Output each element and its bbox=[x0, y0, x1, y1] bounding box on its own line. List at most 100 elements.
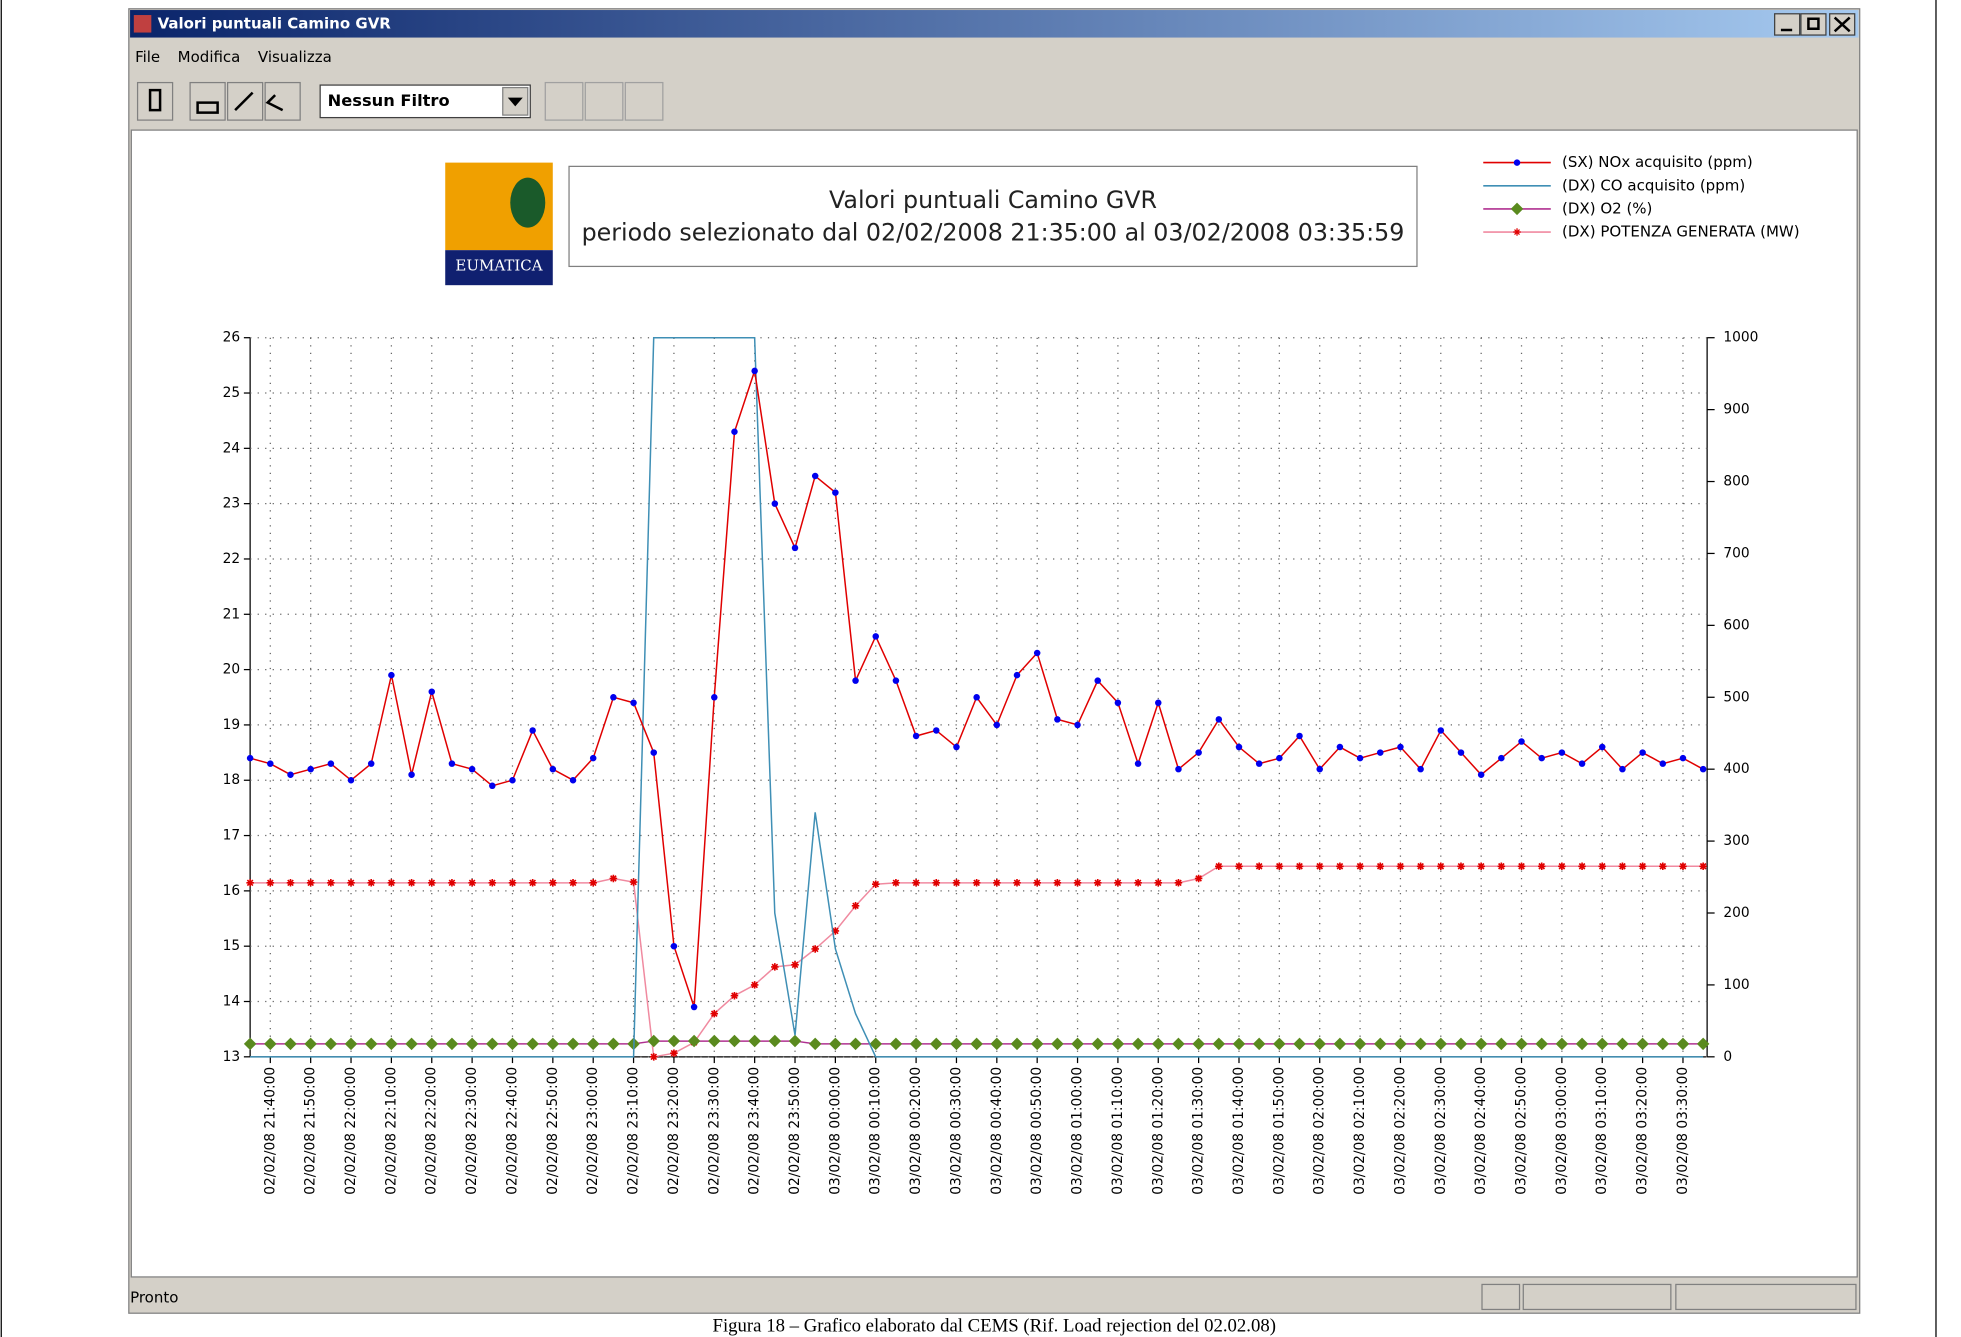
point bbox=[286, 879, 295, 887]
point bbox=[771, 963, 779, 971]
point bbox=[367, 760, 375, 767]
x-tick-label: 03/02/08 01:40:00 bbox=[1231, 1067, 1247, 1195]
point bbox=[1093, 879, 1102, 887]
point bbox=[771, 500, 779, 507]
legend-label: (DX) POTENZA GENERATA (MW) bbox=[1562, 223, 1800, 241]
status-bar bbox=[130, 1281, 1859, 1312]
legend-marker bbox=[1510, 202, 1524, 216]
x-tick-label: 02/02/08 22:50:00 bbox=[545, 1067, 561, 1195]
point bbox=[1195, 749, 1202, 756]
point bbox=[1659, 760, 1667, 767]
point bbox=[1295, 862, 1304, 871]
point bbox=[1498, 754, 1505, 762]
point bbox=[488, 879, 497, 887]
point bbox=[306, 879, 315, 887]
y2-tick-label: 800 bbox=[1723, 474, 1749, 490]
disabled-button bbox=[624, 81, 664, 121]
point bbox=[1497, 862, 1506, 871]
tool-button[interactable] bbox=[136, 81, 174, 121]
x-tick-label: 02/02/08 23:10:00 bbox=[626, 1067, 642, 1195]
point bbox=[1235, 743, 1243, 751]
point bbox=[509, 776, 516, 784]
series-line bbox=[250, 336, 1704, 1058]
x-tick-label: 03/02/08 02:40:00 bbox=[1473, 1067, 1489, 1195]
x-tick-label: 03/02/08 02:00:00 bbox=[1312, 1067, 1328, 1195]
x-tick-label: 03/02/08 03:00:00 bbox=[1554, 1067, 1570, 1195]
filter-dropdown[interactable] bbox=[319, 84, 531, 119]
point bbox=[1376, 862, 1385, 871]
point bbox=[1074, 721, 1081, 729]
window-title: Valori puntuali Camino GVR bbox=[158, 14, 392, 32]
point bbox=[711, 694, 718, 701]
y2-tick-label: 700 bbox=[1723, 545, 1749, 561]
app-icon bbox=[133, 15, 152, 33]
point bbox=[1699, 765, 1707, 773]
x-tick-label: 02/02/08 23:00:00 bbox=[585, 1067, 601, 1195]
y2-tick-label: 600 bbox=[1723, 617, 1749, 633]
menu-item[interactable]: Modifica bbox=[178, 48, 241, 66]
legend-label: (SX) NOx acquisito (ppm) bbox=[1562, 153, 1753, 171]
point bbox=[549, 879, 557, 887]
point bbox=[1477, 862, 1485, 871]
disabled-button bbox=[584, 81, 624, 121]
window-controls[interactable] bbox=[1774, 13, 1856, 36]
point bbox=[1194, 874, 1203, 883]
point bbox=[649, 1053, 658, 1061]
x-tick-label: 03/02/08 01:20:00 bbox=[1150, 1067, 1166, 1195]
point bbox=[1377, 749, 1384, 756]
y-tick-label: 19 bbox=[223, 717, 241, 733]
point bbox=[246, 879, 254, 887]
point bbox=[728, 1034, 741, 1048]
point bbox=[892, 879, 900, 887]
point bbox=[1094, 677, 1101, 684]
x-tick-label: 03/02/08 02:50:00 bbox=[1514, 1067, 1530, 1195]
point bbox=[407, 879, 416, 887]
point bbox=[1457, 862, 1465, 871]
point bbox=[1356, 862, 1364, 871]
menu-item[interactable]: Visualizza bbox=[258, 48, 332, 66]
point bbox=[246, 754, 254, 762]
maximize-button[interactable] bbox=[1800, 13, 1827, 36]
x-tick-label: 03/02/08 00:50:00 bbox=[1029, 1067, 1045, 1195]
point bbox=[650, 749, 657, 756]
logo-text: EUMATICA bbox=[455, 256, 542, 274]
back-button[interactable] bbox=[264, 81, 301, 121]
minimize-button[interactable] bbox=[1774, 13, 1801, 36]
point bbox=[993, 879, 1001, 887]
figure-caption: Figura 18 – Grafico elaborato dal CEMS (… bbox=[713, 1315, 1276, 1336]
point bbox=[1215, 716, 1223, 723]
point bbox=[367, 879, 375, 887]
point bbox=[667, 1034, 681, 1048]
point bbox=[1114, 699, 1122, 707]
point bbox=[1033, 649, 1041, 657]
point bbox=[1396, 862, 1405, 871]
point bbox=[750, 981, 759, 989]
point bbox=[1417, 765, 1424, 773]
point bbox=[448, 879, 456, 887]
point bbox=[630, 699, 637, 707]
x-tick-label: 03/02/08 03:30:00 bbox=[1675, 1067, 1691, 1195]
x-tick-label: 03/02/08 01:00:00 bbox=[1070, 1067, 1086, 1195]
point bbox=[1255, 862, 1263, 871]
point bbox=[811, 945, 819, 953]
point bbox=[932, 879, 941, 887]
legend-marker bbox=[1513, 228, 1521, 236]
y-tick-label: 24 bbox=[223, 440, 241, 456]
x-tick-label: 03/02/08 02:10:00 bbox=[1352, 1067, 1368, 1195]
y-tick-label: 17 bbox=[223, 828, 241, 844]
point bbox=[267, 760, 274, 767]
menu-item[interactable]: File bbox=[135, 48, 160, 66]
point bbox=[387, 879, 396, 887]
x-tick-label: 02/02/08 22:30:00 bbox=[464, 1067, 480, 1195]
y2-tick-label: 500 bbox=[1723, 689, 1749, 705]
y-tick-label: 14 bbox=[223, 994, 241, 1010]
x-tick-label: 02/02/08 22:20:00 bbox=[424, 1067, 440, 1195]
point bbox=[549, 765, 557, 773]
point bbox=[1558, 749, 1566, 756]
point bbox=[1013, 671, 1021, 679]
point bbox=[448, 760, 456, 767]
point bbox=[1679, 754, 1687, 762]
point bbox=[1578, 760, 1586, 767]
point bbox=[708, 1034, 721, 1048]
